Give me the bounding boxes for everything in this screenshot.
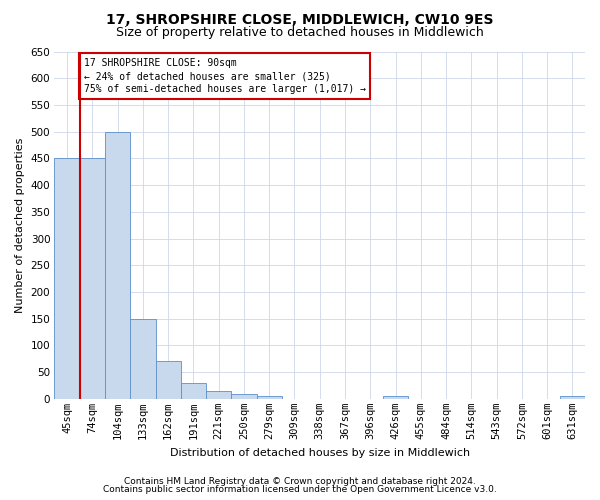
Bar: [181, 383, 206, 399]
Text: Contains public sector information licensed under the Open Government Licence v3: Contains public sector information licen…: [103, 485, 497, 494]
Bar: [80, 158, 105, 399]
Text: 17 SHROPSHIRE CLOSE: 90sqm
← 24% of detached houses are smaller (325)
75% of sem: 17 SHROPSHIRE CLOSE: 90sqm ← 24% of deta…: [83, 58, 365, 94]
Text: Size of property relative to detached houses in Middlewich: Size of property relative to detached ho…: [116, 26, 484, 39]
Bar: [55, 158, 80, 399]
Bar: [232, 394, 257, 399]
Bar: [257, 396, 282, 399]
Bar: [560, 396, 585, 399]
Text: 17, SHROPSHIRE CLOSE, MIDDLEWICH, CW10 9ES: 17, SHROPSHIRE CLOSE, MIDDLEWICH, CW10 9…: [106, 12, 494, 26]
Bar: [155, 362, 181, 399]
Bar: [383, 396, 408, 399]
Bar: [105, 132, 130, 399]
Y-axis label: Number of detached properties: Number of detached properties: [15, 138, 25, 313]
X-axis label: Distribution of detached houses by size in Middlewich: Distribution of detached houses by size …: [170, 448, 470, 458]
Bar: [130, 318, 155, 399]
Bar: [206, 391, 232, 399]
Text: Contains HM Land Registry data © Crown copyright and database right 2024.: Contains HM Land Registry data © Crown c…: [124, 477, 476, 486]
